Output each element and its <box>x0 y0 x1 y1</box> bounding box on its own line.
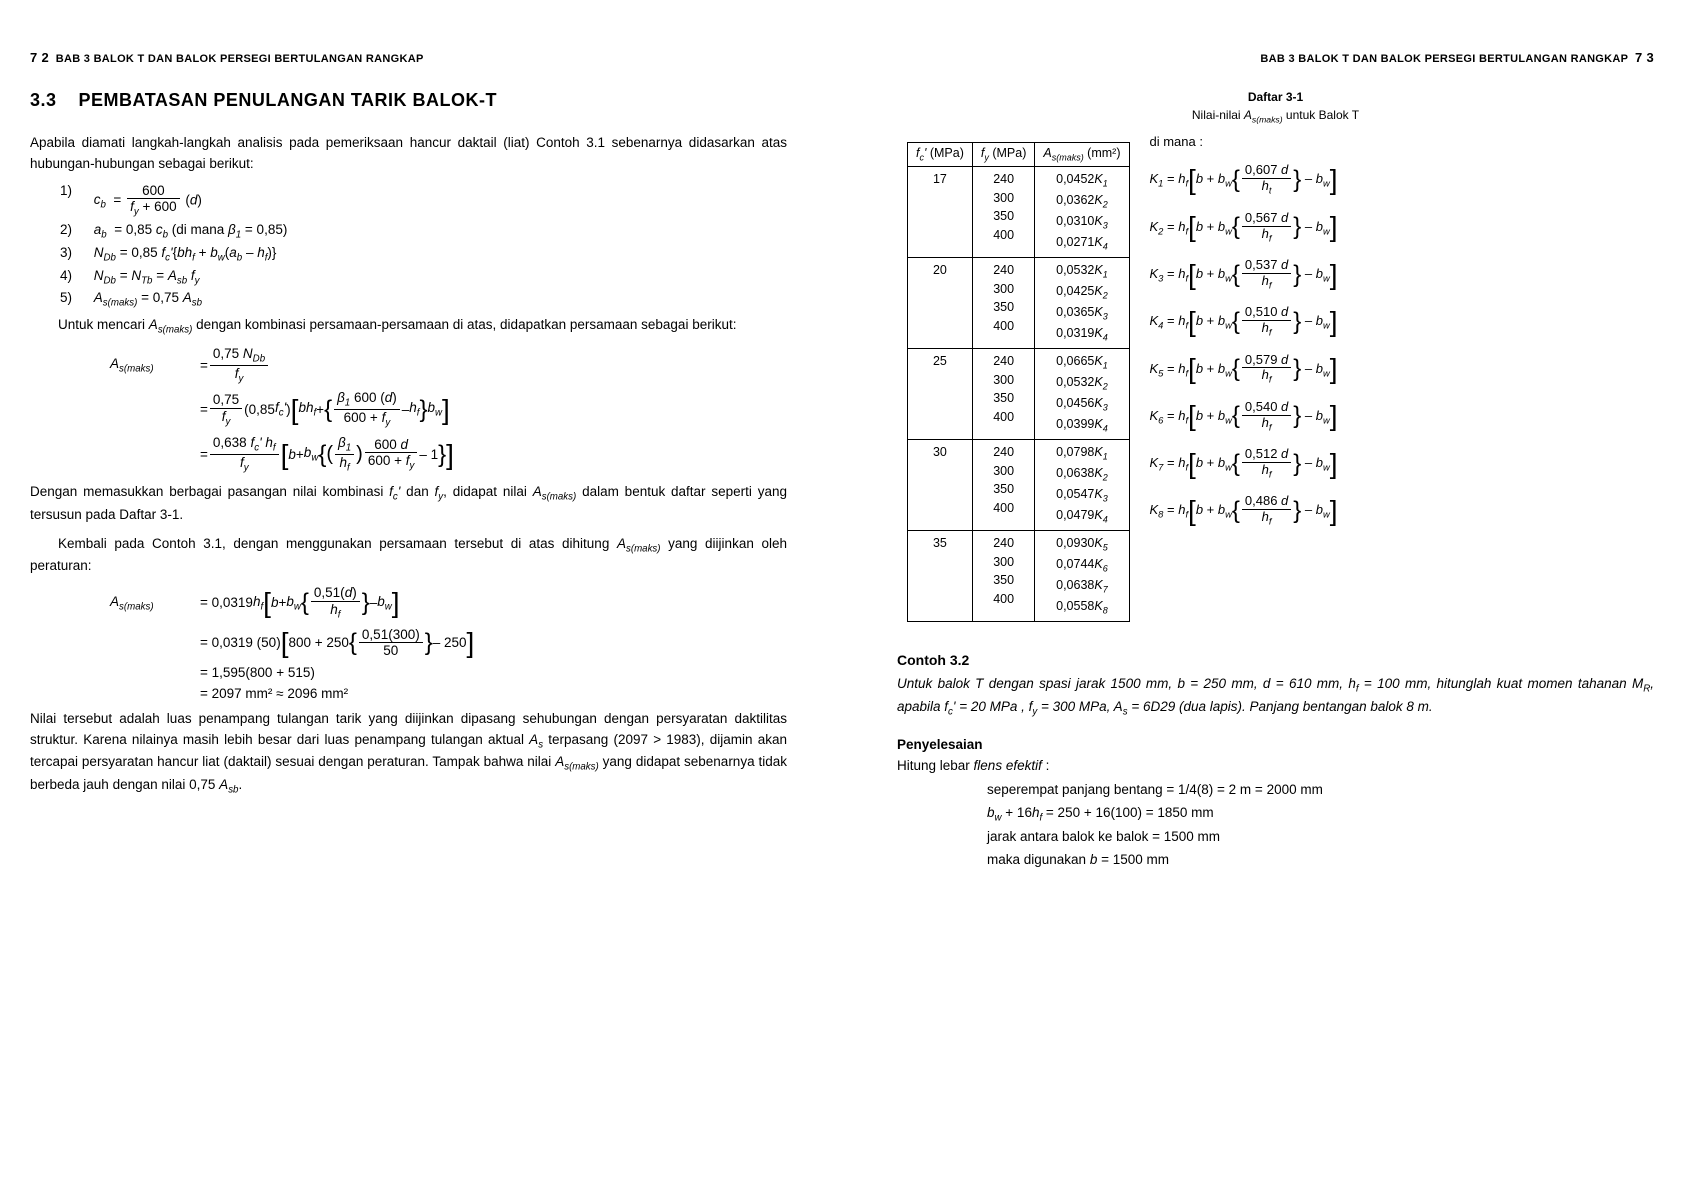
header-left: 7 2 BAB 3 BALOK T DAN BALOK PERSEGI BERT… <box>30 50 787 65</box>
th-fc: fc' (MPa) <box>908 143 973 167</box>
k-formula: K2 = hf[b + bw{0,567 dhf} – bw] <box>1150 211 1338 244</box>
formula-column: di mana : K1 = hf[b + bw{0,607 dht} – bw… <box>1130 134 1338 541</box>
table-row: 352403003504000,0930K50,0744K60,0638K70,… <box>908 530 1130 621</box>
sol-4: maka digunakan b = 1500 mm <box>987 849 1654 871</box>
k-formula: K6 = hf[b + bw{0,540 dhf} – bw] <box>1150 400 1338 433</box>
table-subcaption: Nilai-nilai As(maks) untuk Balok T <box>897 108 1654 124</box>
dimana-label: di mana : <box>1150 134 1338 149</box>
page-num-right: 7 3 <box>1635 50 1654 65</box>
k-formula: K1 = hf[b + bw{0,607 dht} – bw] <box>1150 163 1338 196</box>
table-row: 252403003504000,0665K10,0532K20,0456K30,… <box>908 348 1130 439</box>
header-right: BAB 3 BALOK T DAN BALOK PERSEGI BERTULAN… <box>897 50 1654 65</box>
page-num-left: 7 2 <box>30 50 49 65</box>
para-3: Dengan memasukkan berbagai pasangan nila… <box>30 482 787 526</box>
k-formula: K8 = hf[b + bw{0,486 dhf} – bw] <box>1150 494 1338 527</box>
para-5: Nilai tersebut adalah luas penampang tul… <box>30 709 787 798</box>
table-caption: Daftar 3-1 <box>897 90 1654 104</box>
data-table: fc' (MPa) fy (MPa) As(maks) (mm²) 172403… <box>907 142 1130 622</box>
peny-line1: Hitung lebar flens efektif : <box>897 756 1654 777</box>
sol-3: jarak antara balok ke balok = 1500 mm <box>987 826 1654 848</box>
equation-list: 1) cb = 600fy + 600 (d) 2) ab = 0,85 cb … <box>60 183 787 309</box>
k-formula: K4 = hf[b + bw{0,510 dhf} – bw] <box>1150 305 1338 338</box>
calc-block: As(maks) = 0,0319 hf [b + bw {0,51(d)hf}… <box>110 585 787 700</box>
sol-1: seperempat panjang bentang = 1/4(8) = 2 … <box>987 779 1654 801</box>
th-as: As(maks) (mm²) <box>1035 143 1129 167</box>
header-text-right: BAB 3 BALOK T DAN BALOK PERSEGI BERTULAN… <box>1260 53 1628 65</box>
contoh-title: Contoh 3.2 <box>897 652 1654 668</box>
para-2: Untuk mencari As(maks) dengan kombinasi … <box>30 315 787 338</box>
section-title: 3.3 PEMBATASAN PENULANGAN TARIK BALOK-T <box>30 90 787 111</box>
derivation-block: As(maks) = 0,75 NDbfy = 0,75fy (0,85 fc'… <box>110 346 787 474</box>
page-right: BAB 3 BALOK T DAN BALOK PERSEGI BERTULAN… <box>842 0 1684 1190</box>
header-text-left: BAB 3 BALOK T DAN BALOK PERSEGI BERTULAN… <box>56 53 424 65</box>
page-left: 7 2 BAB 3 BALOK T DAN BALOK PERSEGI BERT… <box>0 0 842 1190</box>
para-4: Kembali pada Contoh 3.1, dengan mengguna… <box>30 534 787 578</box>
table-row: 202403003504000,0532K10,0425K20,0365K30,… <box>908 257 1130 348</box>
k-formula: K5 = hf[b + bw{0,579 dhf} – bw] <box>1150 353 1338 386</box>
k-formula: K3 = hf[b + bw{0,537 dhf} – bw] <box>1150 258 1338 291</box>
solution-lines: seperempat panjang bentang = 1/4(8) = 2 … <box>987 779 1654 871</box>
contoh-body: Untuk balok T dengan spasi jarak 1500 mm… <box>897 674 1654 720</box>
table-row: 302403003504000,0798K10,0638K20,0547K30,… <box>908 439 1130 530</box>
penyelesaian-title: Penyelesaian <box>897 737 1654 752</box>
table-wrap: fc' (MPa) fy (MPa) As(maks) (mm²) 172403… <box>897 134 1654 622</box>
th-fy: fy (MPa) <box>972 143 1034 167</box>
para-1: Apabila diamati langkah-langkah analisis… <box>30 133 787 175</box>
k-formula: K7 = hf[b + bw{0,512 dhf} – bw] <box>1150 447 1338 480</box>
table-row: 172403003504000,0452K10,0362K20,0310K30,… <box>908 166 1130 257</box>
sol-2: bw + 16hf = 250 + 16(100) = 1850 mm <box>987 802 1654 827</box>
